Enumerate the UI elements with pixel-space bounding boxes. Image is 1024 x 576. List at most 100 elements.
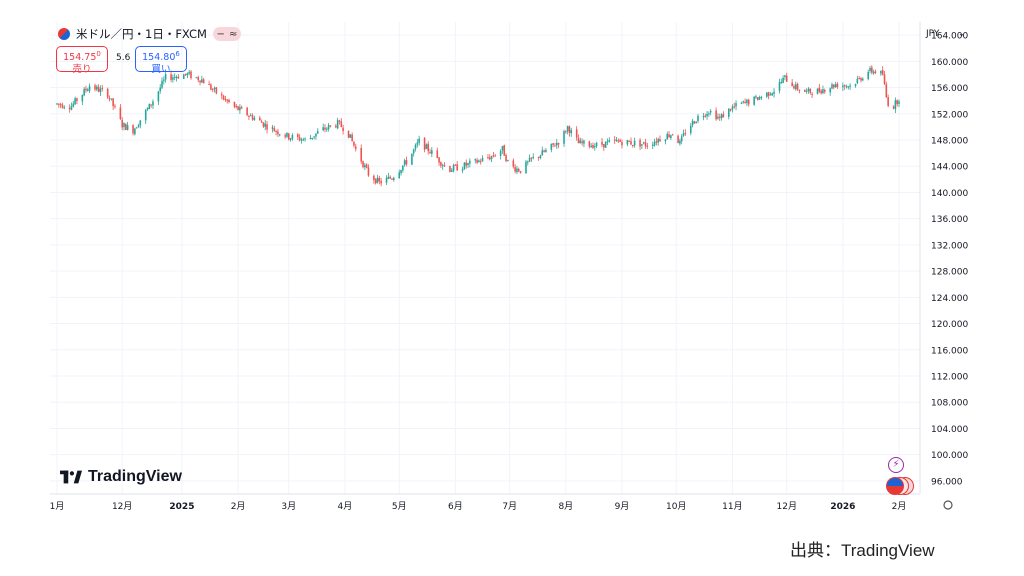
y-tick-label: 132.000 <box>931 241 968 251</box>
candle-body <box>94 85 96 90</box>
buy-button[interactable]: 154.806 買い <box>135 46 187 75</box>
candle-body <box>385 177 388 183</box>
candle-body <box>342 127 344 132</box>
candle-body <box>248 116 250 118</box>
candle-body <box>182 74 185 79</box>
y-tick-label: 108.000 <box>931 399 968 409</box>
candle-body <box>896 100 898 105</box>
candle-body <box>123 123 125 128</box>
candle-body <box>499 151 502 156</box>
candle-body <box>199 80 201 83</box>
candle-body <box>807 88 810 92</box>
symbol-title[interactable]: 米ドル／円・1日・FXCM <box>76 27 207 41</box>
x-tick-label: 4月 <box>338 501 353 512</box>
candle-body <box>577 138 580 144</box>
candle-body <box>537 156 540 158</box>
candle-body <box>871 67 873 73</box>
candle-body <box>81 94 84 102</box>
buy-label: 買い <box>151 64 171 76</box>
candle-body <box>488 157 491 160</box>
candle-body <box>717 116 719 119</box>
candle-body <box>689 125 692 134</box>
gear-icon[interactable] <box>943 500 953 510</box>
candle-body <box>760 96 763 98</box>
candle-body <box>86 89 89 92</box>
candle-body <box>239 107 241 111</box>
candle-body <box>526 161 529 163</box>
candle-body <box>297 134 299 138</box>
candle-body <box>804 90 806 92</box>
candle-body <box>119 107 122 119</box>
candle-body <box>796 83 799 90</box>
candle-body <box>365 164 368 168</box>
candlestick-chart[interactable]: 96.000 100.000 104.000 108.000 112.000 116.00… <box>50 22 970 515</box>
candle-body <box>476 160 478 163</box>
candle-body <box>467 163 469 166</box>
candle-body <box>541 150 544 156</box>
candle-body <box>845 86 848 88</box>
candle-body <box>161 80 163 88</box>
candle-body <box>159 87 162 92</box>
candle-body <box>579 140 582 144</box>
candle-body <box>619 139 621 142</box>
candle-body <box>186 73 189 76</box>
y-tick-label: 124.000 <box>931 294 968 304</box>
candle-body <box>769 94 772 96</box>
candle-body <box>756 97 759 101</box>
candle-body <box>329 125 332 127</box>
candle-body <box>664 139 667 142</box>
chart-frame[interactable]: 96.000 100.000 104.000 108.000 112.000 116.00… <box>50 22 970 515</box>
candle-body <box>784 75 786 77</box>
candle-body <box>438 157 440 163</box>
candle-body <box>849 85 851 87</box>
x-tick-label: 2月 <box>231 501 246 512</box>
candle-body <box>298 137 301 141</box>
lightning-icon[interactable]: ⚡ <box>888 457 904 473</box>
y-tick-label: 136.000 <box>931 215 968 225</box>
candle-body <box>659 139 661 142</box>
x-tick-label: 7月 <box>502 501 517 512</box>
candle-body <box>273 128 276 132</box>
candle-body <box>259 117 261 121</box>
candle-body <box>474 159 477 161</box>
wave-icon: ≈ <box>228 28 238 40</box>
candle-body <box>856 78 859 84</box>
candle-body <box>874 71 877 73</box>
candle-body <box>170 74 172 80</box>
candle-body <box>847 86 850 88</box>
candle-body <box>842 85 844 88</box>
candle-body <box>278 134 281 136</box>
candle-body <box>651 144 654 147</box>
candle-body <box>414 144 417 149</box>
candle-body <box>360 147 363 162</box>
candle-body <box>735 103 737 107</box>
candle-body <box>592 145 594 149</box>
candle-body <box>163 79 165 81</box>
candle-body <box>778 82 781 91</box>
indicator-pill[interactable]: − ≈ <box>212 27 241 41</box>
candle-body <box>557 142 560 145</box>
candle-body <box>327 125 330 130</box>
candle-body <box>519 171 522 173</box>
candle-body <box>869 68 871 71</box>
candle-body <box>132 125 134 134</box>
candle-body <box>144 110 147 121</box>
y-tick-label: 152.000 <box>931 110 968 120</box>
candle-body <box>436 150 439 158</box>
candle-body <box>260 121 263 123</box>
candle-body <box>271 127 274 129</box>
us-flag-event-icon[interactable] <box>886 477 904 495</box>
sell-price-sup: 0 <box>96 50 101 58</box>
candle-body <box>175 77 178 79</box>
candle-body <box>514 167 516 172</box>
candle-body <box>148 103 151 110</box>
candle-body <box>367 167 370 176</box>
candle-body <box>251 115 254 120</box>
symbol-title-bar[interactable]: 米ドル／円・1日・FXCM − ≈ <box>58 26 241 42</box>
candle-body <box>324 127 326 130</box>
currency-selector[interactable]: JPY ⌄ <box>926 26 968 42</box>
candle-body <box>391 178 393 180</box>
candle-body <box>201 79 203 83</box>
candle-body <box>798 89 801 91</box>
sell-button[interactable]: 154.750 売り <box>56 46 108 75</box>
